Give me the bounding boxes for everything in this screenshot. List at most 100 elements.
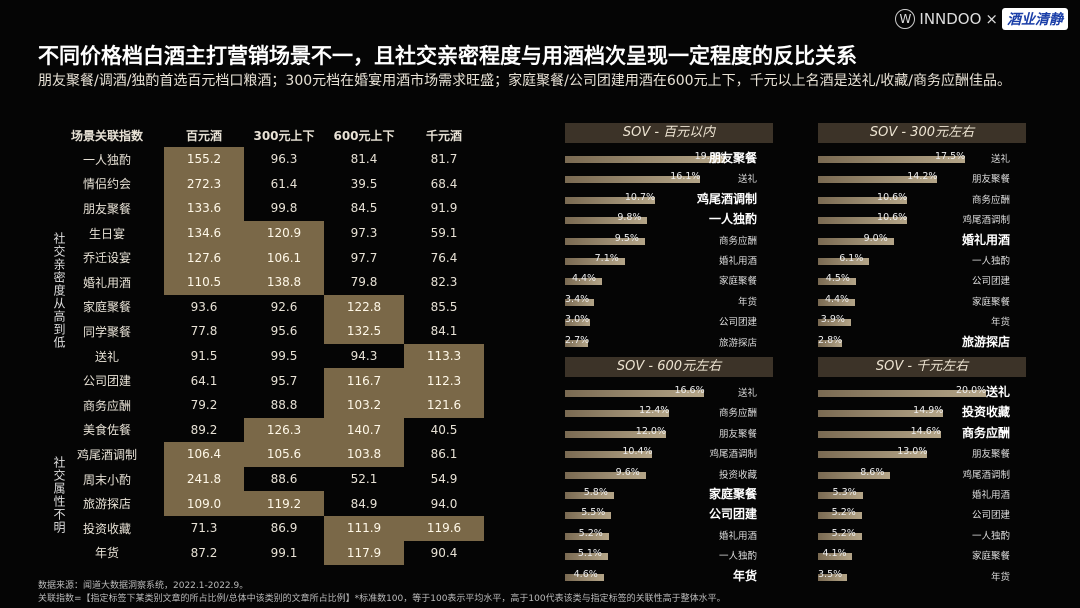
sov-value-label: 4.5% bbox=[825, 273, 850, 285]
sov-value-label: 5.2% bbox=[831, 527, 856, 539]
sov-bar bbox=[818, 553, 853, 561]
sov-bar-row: 5.2% 一人独酌 bbox=[818, 526, 1058, 546]
sov-value-label: 3.9% bbox=[820, 314, 845, 326]
sov-bar-row: 4.6% 年货 bbox=[565, 567, 805, 587]
index-cell: 76.4 bbox=[430, 250, 458, 265]
sov-value-label: 3.5% bbox=[818, 568, 843, 580]
row-label: 家庭聚餐 bbox=[82, 300, 131, 315]
sov-value-label: 5.2% bbox=[578, 527, 603, 539]
sov-bar-row: 10.7% 鸡尾酒调制 bbox=[565, 190, 805, 210]
sov-value-label: 3.0% bbox=[565, 314, 590, 326]
table-row: 投资收藏 71.3 86.9 111.9 119.6 bbox=[50, 515, 484, 541]
index-cell: 103.8 bbox=[324, 442, 404, 467]
index-cell: 68.4 bbox=[430, 176, 458, 191]
sov-value-label: 2.8% bbox=[818, 334, 843, 346]
sov-bar bbox=[565, 319, 591, 327]
sov-bar bbox=[818, 451, 928, 459]
sov-value-label: 14.2% bbox=[907, 171, 938, 183]
index-cell: 71.3 bbox=[190, 521, 218, 536]
sov-value-label: 4.4% bbox=[571, 273, 597, 285]
table-row: 鸡尾酒调制 106.4 105.6 103.8 86.1 bbox=[50, 442, 484, 467]
sov-category-label: 公司团建 bbox=[971, 510, 1010, 522]
sov-bar-row: 12.0% 朋友聚餐 bbox=[565, 424, 805, 444]
sov-category-label: 一人独酌 bbox=[971, 256, 1010, 267]
sov-bar-row: 9.6% 投资收藏 bbox=[565, 465, 805, 485]
sov-value-label: 19.0% bbox=[694, 151, 725, 162]
sov-value-label: 10.6% bbox=[877, 212, 908, 224]
column-header: 千元酒 bbox=[425, 128, 462, 143]
index-cell: 106.1 bbox=[244, 245, 324, 270]
row-label: 鸡尾酒调制 bbox=[76, 447, 137, 462]
sov-value-label: 9.6% bbox=[615, 466, 640, 478]
index-cell: 132.5 bbox=[324, 319, 404, 344]
sov-category-label: 公司团建 bbox=[708, 507, 757, 522]
sov-bar bbox=[565, 512, 612, 520]
data-source-note: 数据来源：闻道大数据洞察系统，2022.1-2022.9。 bbox=[38, 581, 249, 591]
sov-bar-row: 3.4% 年货 bbox=[565, 292, 805, 312]
index-cell: 119.6 bbox=[404, 515, 484, 541]
index-cell: 127.6 bbox=[164, 245, 244, 270]
sov-panel-title: SOV - 百元以内 bbox=[565, 123, 773, 143]
table-row: 周末小酌 241.8 88.6 52.1 54.9 bbox=[50, 466, 484, 492]
sov-value-label: 9.0% bbox=[863, 232, 888, 244]
sov-category-label: 投资收藏 bbox=[718, 469, 757, 481]
table-title: 场景关联指数 bbox=[70, 128, 143, 143]
index-cell: 126.3 bbox=[244, 417, 324, 443]
index-cell: 93.6 bbox=[190, 299, 218, 314]
sov-value-label: 17.5% bbox=[935, 151, 966, 162]
index-cell: 77.8 bbox=[190, 324, 218, 339]
sov-value-label: 6.1% bbox=[839, 253, 864, 264]
sov-bar bbox=[565, 278, 602, 286]
sov-bar-row: 6.1% 一人独酌 bbox=[818, 251, 1058, 271]
sov-bar-row: 14.6% 商务应酬 bbox=[818, 424, 1058, 444]
sov-bar bbox=[818, 217, 908, 225]
sov-category-label: 公司团建 bbox=[971, 276, 1010, 288]
sov-category-label: 年货 bbox=[990, 571, 1010, 583]
sov-bar bbox=[565, 430, 666, 438]
table-row: 一人独酌 155.2 96.3 81.4 81.7 bbox=[50, 147, 484, 172]
sov-bar bbox=[818, 319, 851, 327]
index-cell: 64.1 bbox=[190, 373, 218, 388]
sov-bar bbox=[818, 532, 862, 540]
sov-category-label: 鸡尾酒调制 bbox=[962, 469, 1010, 481]
index-cell: 94.3 bbox=[350, 349, 378, 364]
row-label: 婚礼用酒 bbox=[82, 275, 131, 290]
sov-value-label: 5.5% bbox=[581, 507, 606, 519]
sov-bar bbox=[818, 298, 855, 306]
sov-category-label: 朋友聚餐 bbox=[708, 151, 757, 165]
sov-bar bbox=[818, 492, 863, 499]
index-cell: 81.7 bbox=[430, 152, 458, 167]
index-cell: 54.9 bbox=[430, 472, 458, 487]
table-row: 商务应酬 79.2 88.8 103.2 121.6 bbox=[50, 392, 484, 418]
index-cell: 99.5 bbox=[270, 349, 298, 364]
sov-bar bbox=[818, 390, 986, 397]
index-cell: 95.7 bbox=[270, 373, 298, 388]
sov-category-label: 一人独酌 bbox=[971, 530, 1010, 542]
sov-bar-row: 4.1% 家庭聚餐 bbox=[818, 546, 1058, 566]
sov-value-label: 10.7% bbox=[624, 191, 656, 203]
table-row: 家庭聚餐 93.6 92.6 122.8 85.5 bbox=[50, 294, 484, 320]
row-label: 年货 bbox=[94, 546, 119, 561]
sov-bar bbox=[818, 237, 894, 245]
index-cell: 99.8 bbox=[270, 201, 298, 216]
sov-category-label: 鸡尾酒调制 bbox=[962, 215, 1010, 227]
index-cell: 86.9 bbox=[270, 521, 298, 536]
sov-category-label: 年货 bbox=[732, 568, 757, 583]
row-label: 周末小酌 bbox=[82, 472, 131, 487]
index-definition-note: 关联指数=【指定标签下某类别文章的所占比例/总体中该类别的文章所占比例】*标准数… bbox=[38, 594, 726, 604]
row-label: 一人独酌 bbox=[82, 152, 131, 167]
sov-bar-row: 2.8% 旅游探店 bbox=[818, 333, 1058, 353]
sov-category-label: 旅游探店 bbox=[961, 334, 1010, 349]
table-header-row: 场景关联指数 百元酒 300元上下 600元上下 千元酒 bbox=[50, 123, 484, 147]
sov-bar bbox=[565, 532, 609, 540]
sov-bar bbox=[818, 258, 870, 265]
sov-bar-row: 3.9% 年货 bbox=[818, 312, 1058, 332]
index-cell: 90.4 bbox=[430, 545, 458, 560]
sov-bar bbox=[565, 471, 646, 479]
sov-value-label: 13.0% bbox=[897, 446, 928, 458]
sov-bar-row: 20.0% 送礼 bbox=[818, 383, 1058, 403]
index-cell: 88.8 bbox=[270, 398, 298, 413]
table-row: 旅游探店 109.0 119.2 84.9 94.0 bbox=[50, 491, 484, 516]
sov-value-label: 16.6% bbox=[674, 385, 705, 396]
sov-bar-row: 4.5% 公司团建 bbox=[818, 271, 1058, 291]
